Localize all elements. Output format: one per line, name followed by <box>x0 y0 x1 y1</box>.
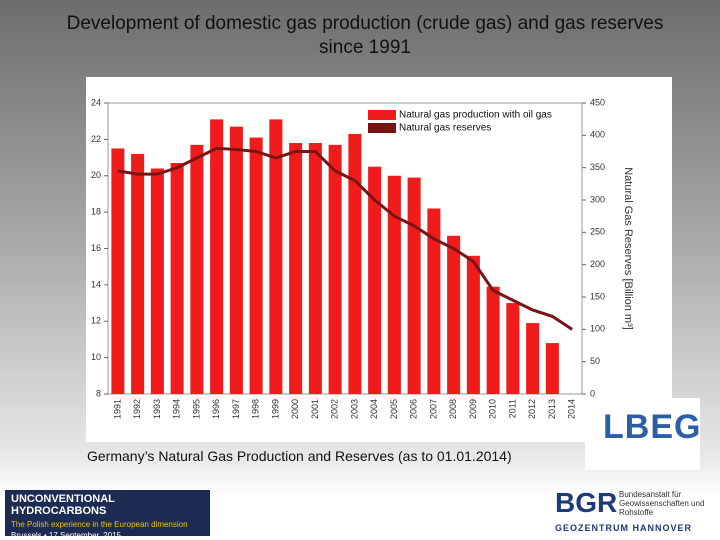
x-tick-label: 2000 <box>290 399 300 419</box>
y-tick-label: 14 <box>91 279 101 289</box>
bar <box>210 119 224 395</box>
legend-label: Natural gas production with oil gas <box>399 110 552 121</box>
legend-label: Natural gas reserves <box>399 123 491 134</box>
y2-tick-label: 450 <box>590 97 605 107</box>
bar <box>447 235 461 394</box>
x-tick-label: 2009 <box>468 399 478 419</box>
x-tick-label: 2011 <box>507 399 517 418</box>
y-tick-label: 8 <box>96 388 101 398</box>
x-tick-label: 2006 <box>409 399 419 419</box>
bar <box>289 143 303 394</box>
banner-event: Brussels • 17 September, 2015 <box>11 531 121 540</box>
y2-tick-label: 300 <box>590 194 605 204</box>
geozentrum: GEOZENTRUM HANNOVER <box>555 523 693 533</box>
bar <box>131 153 145 394</box>
bgr-logo: BGR Bundesanstalt für Geowissenschaften … <box>555 487 715 537</box>
x-tick-label: 1995 <box>191 399 201 419</box>
x-tick-label: 1996 <box>211 399 221 419</box>
bar <box>190 144 204 394</box>
y2-tick-label: 350 <box>590 162 605 172</box>
x-tick-label: 1999 <box>270 399 280 419</box>
bar <box>407 177 421 394</box>
x-tick-label: 2014 <box>567 399 577 419</box>
x-tick-label: 2008 <box>448 399 458 419</box>
banner: UNCONVENTIONAL HYDROCARBONS The Polish e… <box>5 490 210 540</box>
y2-axis-label: Natural Gas Reserves [Billion m³] <box>622 167 634 330</box>
bgr-text: BGR <box>555 487 618 518</box>
legend-swatch <box>368 110 396 120</box>
bar <box>249 137 263 394</box>
bar <box>486 286 500 394</box>
x-tick-label: 1998 <box>251 399 261 419</box>
y2-tick-label: 0 <box>590 388 595 398</box>
y-tick-label: 24 <box>91 97 101 107</box>
x-tick-label: 2012 <box>527 399 537 419</box>
banner-title: UNCONVENTIONAL HYDROCARBONS <box>11 493 115 517</box>
bar <box>111 148 125 394</box>
chart-box: 8 10 12 14 16 18 20 22 24 0 50 100 150 200 250 300 350 40… <box>62 77 672 442</box>
y2-tick-label: 100 <box>590 324 605 334</box>
bar <box>526 323 540 394</box>
y-tick-label: 12 <box>91 316 101 326</box>
y-tick-label: 22 <box>91 134 101 144</box>
x-tick-label: 2013 <box>547 399 557 419</box>
x-tick-label: 2004 <box>369 399 379 419</box>
x-tick-label: 1991 <box>112 399 122 419</box>
bar <box>269 119 283 395</box>
y-tick-label: 18 <box>91 207 101 217</box>
x-tick-label: 1997 <box>231 399 241 419</box>
bar <box>328 144 342 394</box>
y2-tick-label: 400 <box>590 130 605 140</box>
bar <box>308 143 322 394</box>
x-tick-label: 2005 <box>389 399 399 419</box>
bgr-name: Bundesanstalt für Geowissenschaften und … <box>619 490 705 517</box>
x-tick-label: 2001 <box>310 399 320 419</box>
caption: Germany’s Natural Gas Production and Res… <box>87 448 512 464</box>
bar <box>387 175 401 394</box>
y-tick-label: 10 <box>91 352 101 362</box>
slide-title: Development of domestic gas production (… <box>66 13 664 58</box>
x-tick-label: 2003 <box>349 399 359 419</box>
y-tick-label: 20 <box>91 170 101 180</box>
bar <box>506 303 520 394</box>
banner-subtitle: The Polish experience in the European di… <box>11 520 188 529</box>
y2-tick-label: 250 <box>590 227 605 237</box>
y2-tick-label: 50 <box>590 356 600 366</box>
x-tick-label: 2002 <box>330 399 340 419</box>
lbeg-text: LBEG <box>603 408 702 446</box>
y-tick-label: 16 <box>91 243 101 253</box>
x-tick-label: 2010 <box>488 399 498 419</box>
bar <box>427 208 441 394</box>
bar <box>348 133 362 394</box>
line <box>117 146 573 331</box>
bar <box>150 168 164 394</box>
chart: 8 10 12 14 16 18 20 22 24 0 50 100 150 200 250 300 350 40… <box>62 97 634 419</box>
y2-tick-label: 150 <box>590 291 605 301</box>
x-tick-label: 1992 <box>132 399 142 419</box>
y2-tick-label: 200 <box>590 259 605 269</box>
x-tick-label: 2007 <box>428 399 438 419</box>
bar <box>466 255 480 394</box>
bar <box>170 163 184 394</box>
legend-swatch <box>368 123 396 133</box>
lbeg-logo: LBEG <box>585 398 700 470</box>
x-tick-label: 1993 <box>152 399 162 419</box>
x-tick-label: 1994 <box>172 399 182 419</box>
bar <box>229 126 243 395</box>
bar <box>545 343 559 394</box>
bar <box>368 166 382 394</box>
